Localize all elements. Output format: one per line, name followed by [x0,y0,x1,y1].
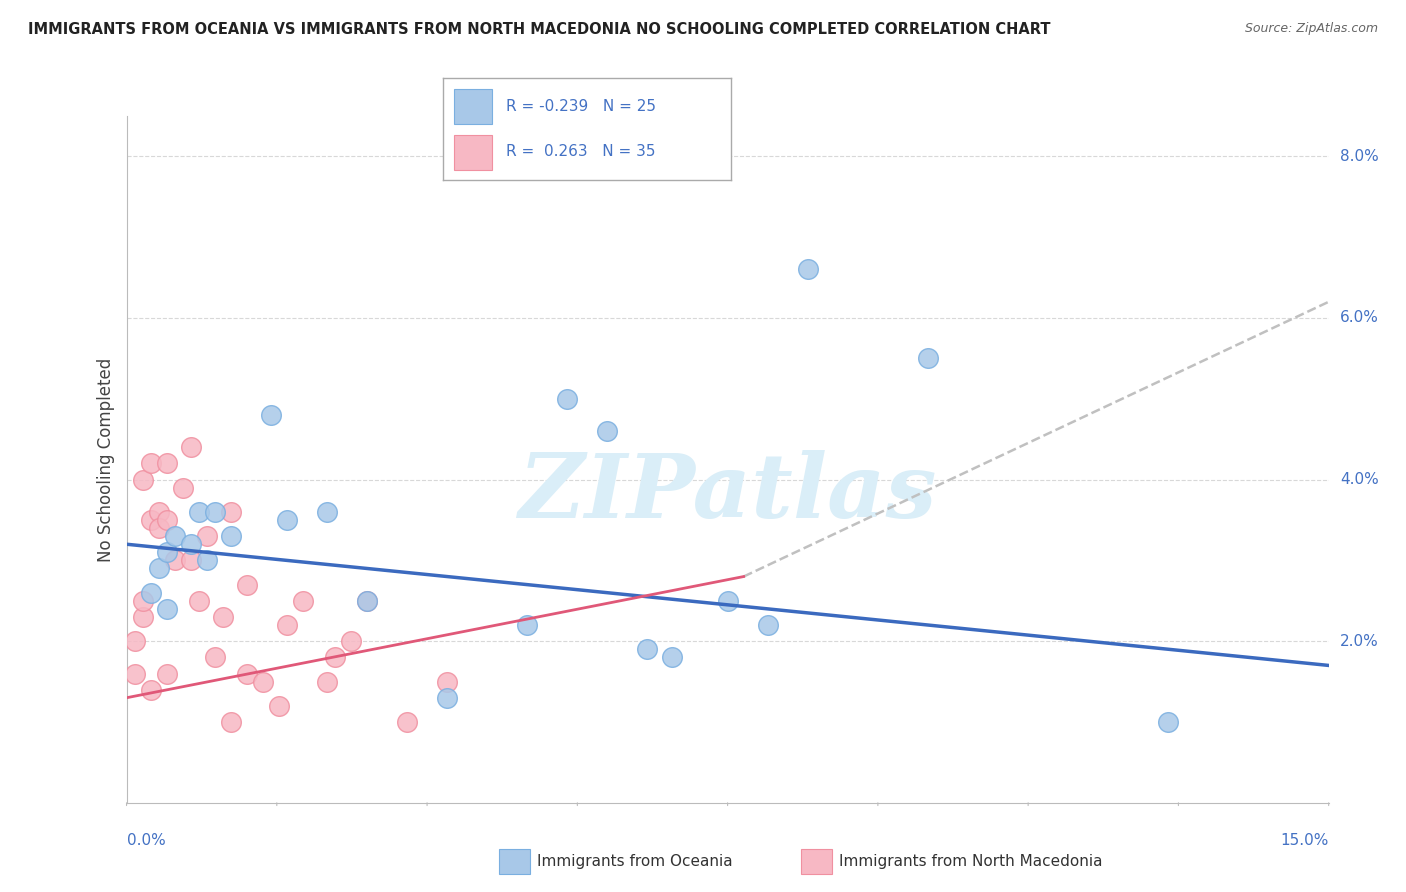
Point [235,666,259,681]
Text: Immigrants from North Macedonia: Immigrants from North Macedonia [839,855,1102,869]
Point [340,634,363,648]
Point [148,561,170,575]
Bar [454,135,492,169]
Point [219,714,242,729]
Point [172,481,194,495]
Point [796,262,818,277]
Point [636,642,658,657]
Point [436,674,458,689]
Point [211,610,233,624]
Point [124,634,146,648]
Point [139,682,162,697]
Point [139,585,162,599]
Point [917,351,939,366]
Point [180,553,202,567]
Point [195,553,218,567]
Point [148,505,170,519]
Point [124,666,146,681]
Point [356,594,378,608]
Point [131,594,153,608]
Point [163,553,186,567]
Text: 6.0%: 6.0% [1340,310,1379,326]
Point [155,545,177,559]
Text: 4.0%: 4.0% [1340,472,1378,487]
Text: R =  0.263   N = 35: R = 0.263 N = 35 [506,144,655,159]
Text: 8.0%: 8.0% [1340,149,1378,164]
Point [396,714,419,729]
Point [291,594,314,608]
Point [155,602,177,616]
Bar [454,89,492,124]
Point [180,440,202,454]
Point [260,408,283,422]
Point [155,666,177,681]
Point [661,650,683,665]
Point [557,392,579,406]
Point [516,618,538,632]
Point [276,513,298,527]
Point [180,537,202,551]
Point [1157,714,1180,729]
Point [131,473,153,487]
Text: 2.0%: 2.0% [1340,633,1378,648]
Point [356,594,378,608]
Point [139,457,162,471]
Text: IMMIGRANTS FROM OCEANIA VS IMMIGRANTS FROM NORTH MACEDONIA NO SCHOOLING COMPLETE: IMMIGRANTS FROM OCEANIA VS IMMIGRANTS FR… [28,22,1050,37]
Text: 0.0%: 0.0% [127,833,166,848]
Text: Immigrants from Oceania: Immigrants from Oceania [537,855,733,869]
Point [219,505,242,519]
Point [315,505,337,519]
Point [187,505,209,519]
Point [276,618,298,632]
Point [756,618,779,632]
Point [315,674,337,689]
Text: R = -0.239   N = 25: R = -0.239 N = 25 [506,99,657,114]
Point [436,690,458,705]
Point [716,594,740,608]
Point [195,529,218,543]
Point [155,457,177,471]
Point [139,513,162,527]
Text: Source: ZipAtlas.com: Source: ZipAtlas.com [1244,22,1378,36]
Point [187,594,209,608]
Point [235,577,259,591]
Point [204,650,226,665]
Point [267,698,290,713]
Point [219,529,242,543]
Point [148,521,170,535]
Point [323,650,346,665]
Text: 15.0%: 15.0% [1281,833,1329,848]
Point [163,529,186,543]
Point [204,505,226,519]
Point [155,513,177,527]
Text: ZIPatlas: ZIPatlas [519,450,936,537]
Point [596,424,619,438]
Point [131,610,153,624]
Point [252,674,274,689]
Y-axis label: No Schooling Completed: No Schooling Completed [97,358,115,561]
